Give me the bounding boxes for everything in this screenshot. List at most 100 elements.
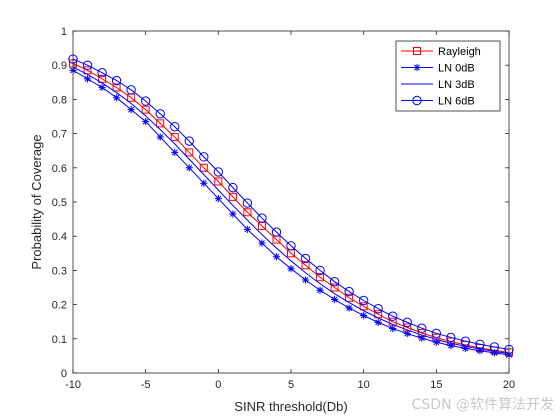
data-point	[258, 239, 266, 247]
data-point	[155, 109, 165, 119]
y-tick-label: 0.9	[52, 60, 67, 72]
data-point	[170, 122, 180, 132]
legend-swatch-marker	[413, 47, 421, 55]
watermark-text: CSDN @软件算法开发	[412, 397, 554, 413]
legend-label: Rayleigh	[438, 46, 481, 58]
data-point	[287, 265, 295, 273]
x-tick-label: -5	[141, 379, 151, 391]
x-tick-label: 20	[503, 379, 515, 391]
legend-swatch-marker	[412, 95, 422, 106]
series-layer	[68, 54, 514, 359]
series-ln-6db	[68, 54, 514, 355]
data-point	[184, 136, 194, 146]
data-point	[461, 344, 469, 352]
y-tick-label: 0.3	[52, 265, 67, 277]
legend-item: LN 0dB	[401, 63, 475, 75]
data-point	[475, 339, 485, 349]
data-point	[113, 94, 121, 102]
legend-item: LN 3dB	[401, 79, 475, 91]
data-point	[329, 276, 340, 287]
data-point	[431, 328, 442, 339]
legend-label: LN 3dB	[438, 79, 475, 91]
data-point	[359, 302, 368, 311]
x-axis-title: SINR threshold(Db)	[234, 399, 347, 414]
data-point	[272, 253, 281, 261]
data-point	[141, 105, 150, 114]
y-tick-label: 0.6	[52, 163, 67, 175]
data-point	[228, 192, 237, 201]
data-point	[126, 85, 136, 95]
data-point	[402, 317, 412, 328]
data-point	[242, 198, 253, 208]
data-point	[229, 210, 237, 218]
legend-item: LN 6dB	[401, 96, 475, 108]
data-point	[344, 286, 354, 297]
data-point	[83, 66, 92, 75]
data-point	[98, 83, 106, 92]
y-tick-label: 0.1	[52, 334, 67, 346]
data-point	[243, 225, 251, 233]
data-point	[345, 293, 354, 302]
x-tick-label: 0	[215, 379, 221, 391]
tick-layer: -10 -5 0 5 10 15 20 0 0.1 0.2 0.3 0.4 0.5 0.6 0.7 0.8 0.…	[52, 26, 515, 391]
data-point	[156, 133, 164, 141]
x-tick-label: 10	[358, 379, 370, 391]
data-point	[111, 75, 122, 86]
data-point	[257, 213, 267, 223]
data-point	[403, 330, 411, 338]
data-point	[489, 342, 500, 352]
data-point	[345, 304, 353, 312]
data-point	[301, 261, 310, 270]
data-point	[243, 208, 252, 217]
y-tick-label: 0.4	[52, 231, 67, 243]
data-point	[156, 119, 165, 128]
legend-label: LN 0dB	[438, 63, 475, 75]
data-point	[112, 83, 121, 92]
data-point	[330, 283, 339, 292]
y-axis-title: Probability of Coverage	[29, 134, 44, 269]
y-tick-label: 0.2	[52, 300, 67, 312]
data-point	[170, 133, 179, 142]
data-point	[476, 347, 484, 355]
series-ln-3db	[72, 66, 510, 355]
data-point	[316, 273, 325, 282]
data-point	[490, 349, 499, 357]
data-point	[127, 106, 135, 114]
y-tick-label: 0.5	[52, 197, 67, 209]
data-point	[447, 342, 455, 350]
y-tick-label: 0.7	[52, 129, 67, 141]
data-point	[214, 194, 222, 203]
data-point	[271, 227, 282, 237]
data-point	[82, 60, 93, 70]
data-point	[140, 96, 151, 106]
data-point	[185, 148, 194, 157]
data-point	[286, 241, 296, 251]
x-tick-label: -10	[65, 379, 81, 391]
data-point	[214, 177, 223, 186]
series-line	[72, 58, 510, 350]
data-point	[199, 163, 208, 172]
data-point	[316, 286, 324, 294]
data-point	[432, 338, 440, 346]
data-point	[185, 164, 193, 172]
y-tick-label: 0.8	[52, 94, 67, 106]
x-tick-label: 5	[288, 379, 294, 391]
data-point	[199, 152, 209, 162]
data-point	[97, 68, 107, 78]
data-point	[389, 324, 397, 333]
data-point	[373, 304, 383, 314]
y-tick-label: 1	[61, 26, 67, 38]
data-point	[374, 318, 382, 326]
data-point	[200, 179, 208, 187]
data-point	[360, 311, 368, 320]
data-point	[331, 295, 339, 304]
data-point	[388, 311, 398, 321]
series-line	[72, 66, 510, 355]
y-tick-label: 0	[61, 368, 67, 380]
legend-swatch-marker	[413, 63, 421, 72]
data-point	[301, 276, 310, 284]
legend-item: Rayleigh	[401, 46, 481, 58]
data-point	[228, 182, 238, 193]
x-tick-label: 15	[430, 379, 442, 391]
